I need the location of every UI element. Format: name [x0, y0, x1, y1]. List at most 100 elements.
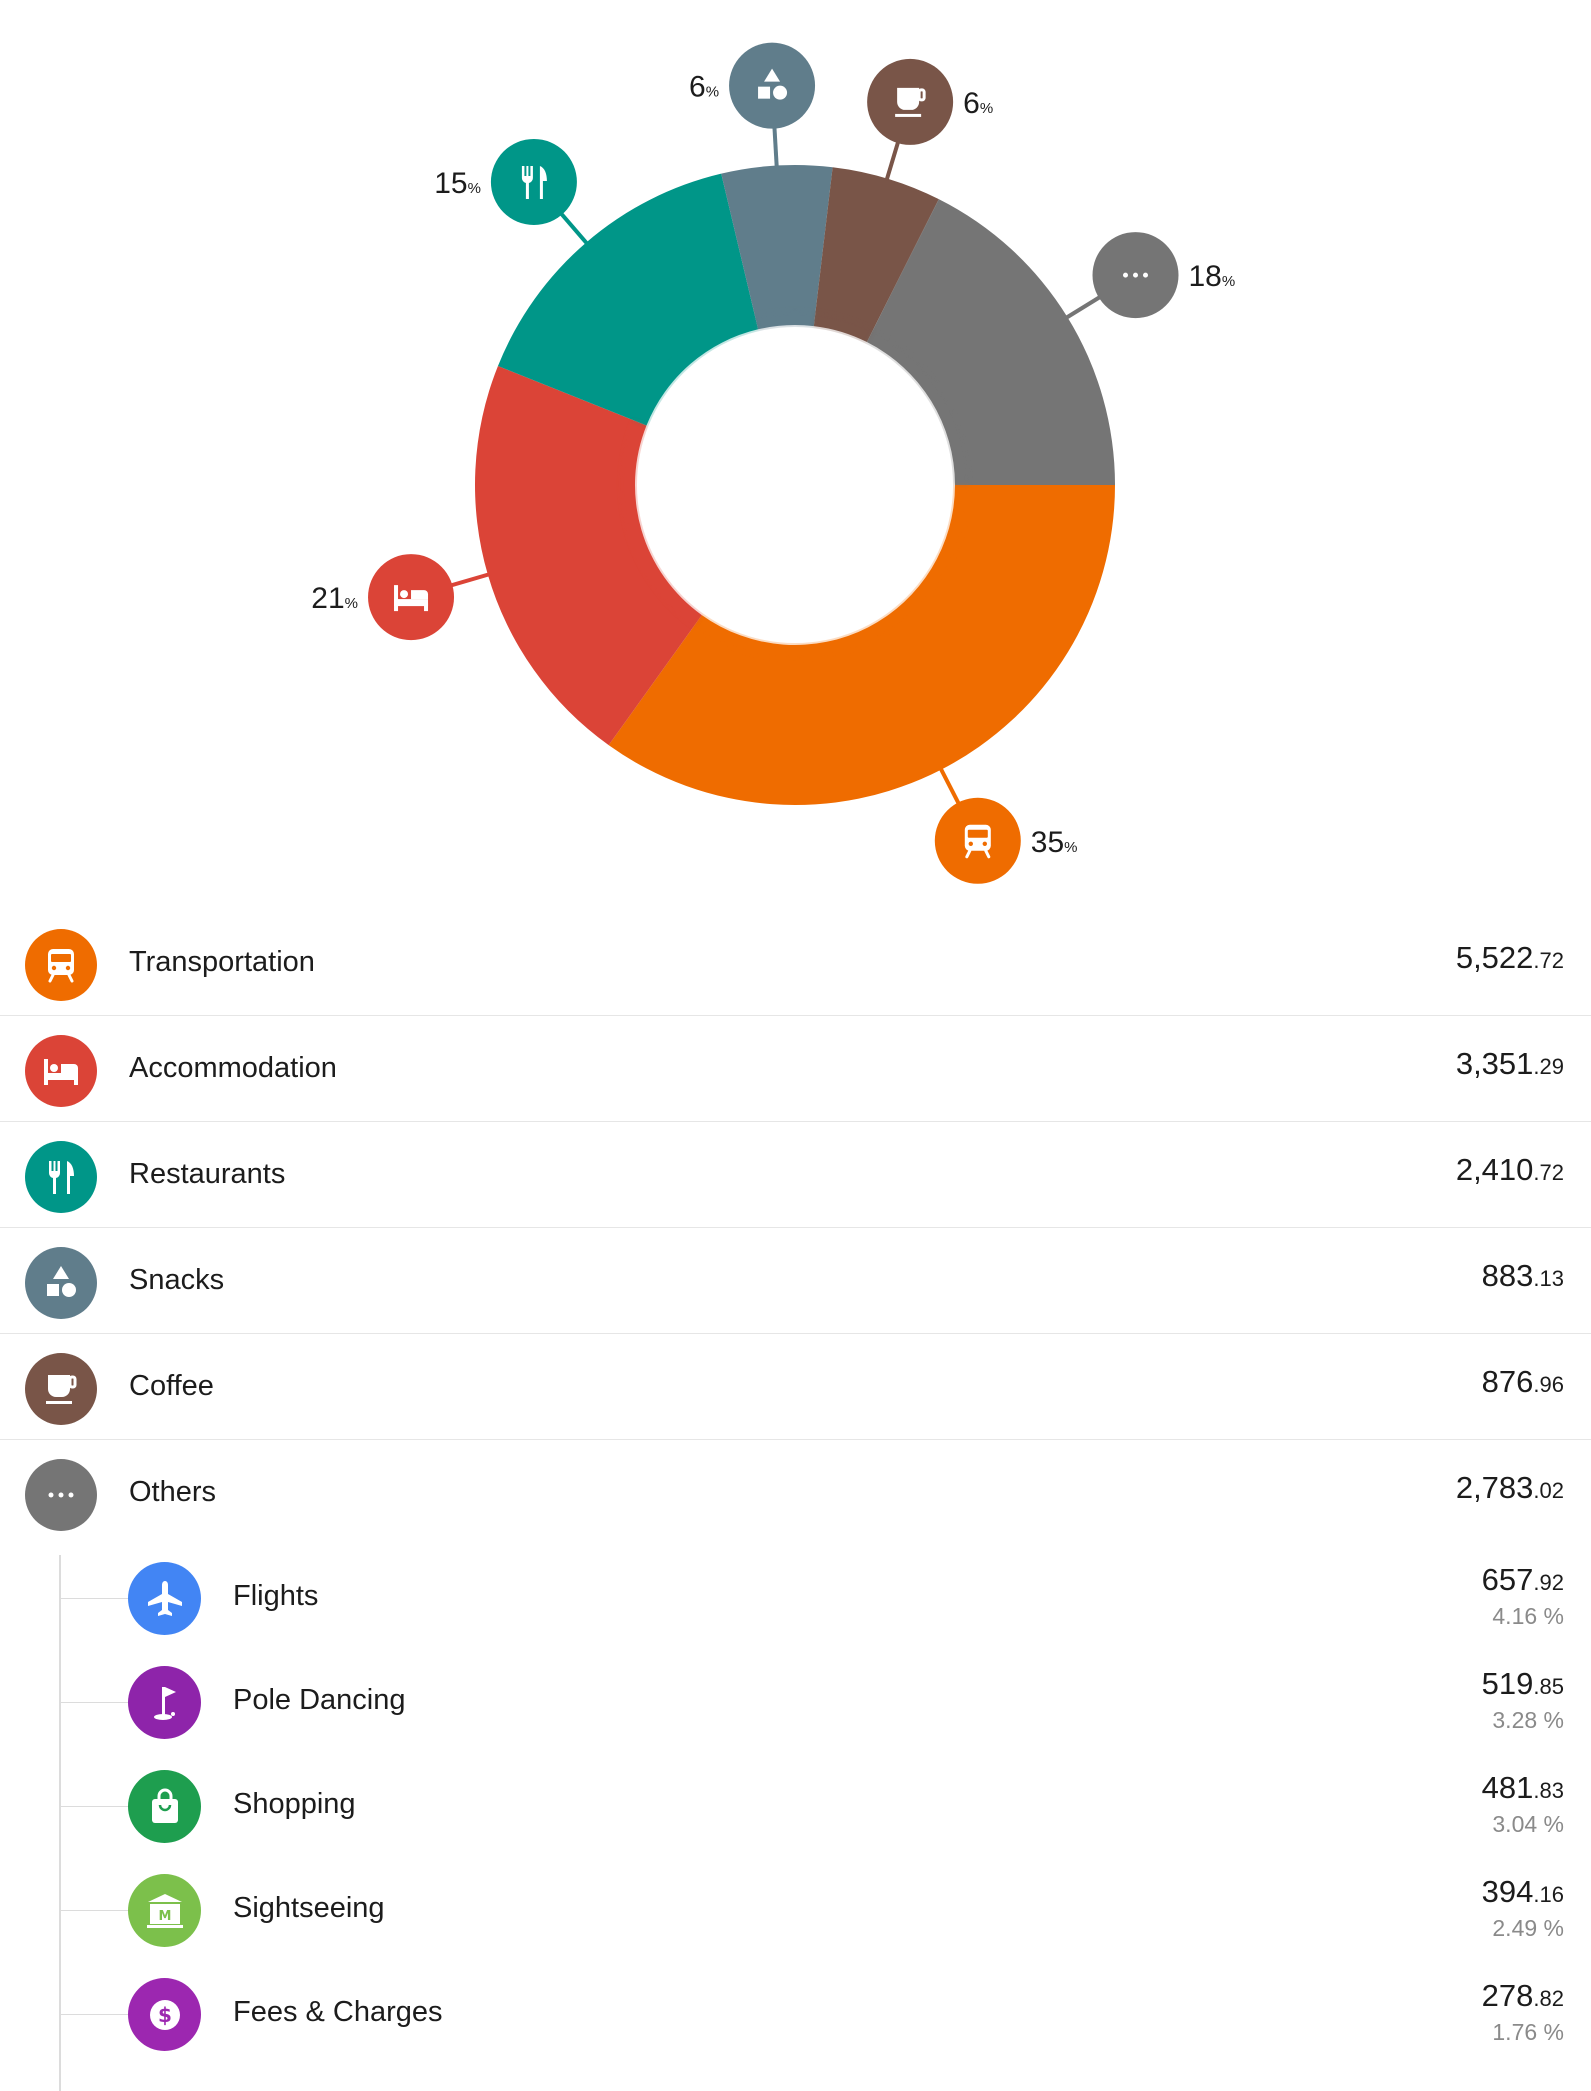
- fork-knife-icon: [521, 165, 547, 199]
- shopping-bag-icon: [128, 1770, 201, 1843]
- amount-integer: 883: [1481, 1258, 1534, 1293]
- golf-flag-icon: [128, 1666, 201, 1739]
- tree-branch: [60, 1598, 128, 1599]
- category-row-restaurants[interactable]: Restaurants 2,410.72: [0, 1122, 1591, 1228]
- category-row-accommodation[interactable]: Accommodation 3,351.29: [0, 1016, 1591, 1122]
- percent-label-coffee: 6%: [963, 87, 993, 120]
- category-row-transportation[interactable]: Transportation 5,522.72: [0, 910, 1591, 1016]
- coffee-cup-icon: [25, 1353, 97, 1425]
- donut-svg: 35% 21% 15% 6% 6% 18%: [311, 42, 1236, 884]
- subcategory-amount: 394.16: [1482, 1874, 1564, 1910]
- row-divider: [0, 1227, 1591, 1228]
- donut-inner-ring-transportation: [693, 485, 969, 659]
- svg-text:$: $: [158, 2003, 172, 2027]
- callout-bubble-restaurants: [490, 138, 577, 225]
- category-amount: 3,351.29: [1456, 1046, 1564, 1082]
- amount-integer: 876: [1481, 1364, 1534, 1399]
- category-label: Restaurants: [129, 1158, 286, 1190]
- amount-decimal: .85: [1533, 1674, 1564, 1699]
- more-dots-icon: [1123, 272, 1149, 278]
- donut-slice-accommodation[interactable]: [475, 365, 702, 746]
- amount-integer: 519: [1481, 1666, 1534, 1701]
- donut-inner-ring-others: [865, 329, 969, 485]
- row-divider: [0, 1439, 1591, 1440]
- subcategory-label: Flights: [233, 1580, 319, 1612]
- category-amount: 5,522.72: [1456, 940, 1564, 976]
- amount-decimal: .72: [1533, 1160, 1564, 1185]
- donut-inner-ring-coffee: [813, 312, 874, 346]
- percent-label-snacks: 6%: [689, 71, 719, 104]
- subcategory-amount: 657.92: [1482, 1562, 1564, 1598]
- donut-hole: [637, 327, 953, 643]
- percent-label-transportation: 35%: [1031, 826, 1078, 859]
- category-label: Accommodation: [129, 1052, 337, 1084]
- amount-integer: 657: [1481, 1562, 1534, 1597]
- amount-decimal: .92: [1533, 1570, 1564, 1595]
- museum-icon: M: [128, 1874, 201, 1947]
- subcategory-label: Shopping: [233, 1788, 356, 1820]
- bed-icon: [25, 1035, 97, 1107]
- subcategory-percent: 2.49 %: [1492, 1915, 1564, 1941]
- category-label: Coffee: [129, 1370, 214, 1402]
- others-tree-line: [59, 1555, 61, 2091]
- amount-decimal: .13: [1533, 1266, 1564, 1291]
- bed-icon: [394, 585, 429, 612]
- subcategory-row-flights[interactable]: Flights 657.92 4.16 %: [0, 1546, 1591, 1650]
- amount-integer: 2,783: [1455, 1470, 1534, 1505]
- amount-decimal: .72: [1533, 948, 1564, 973]
- amount-decimal: .96: [1533, 1372, 1564, 1397]
- subcategory-percent: 3.28 %: [1492, 1707, 1564, 1733]
- amount-decimal: .16: [1533, 1882, 1564, 1907]
- percent-label-restaurants: 15%: [434, 167, 481, 200]
- coffee-cup-icon: [895, 87, 926, 117]
- callout-bubble-transportation: [934, 797, 1021, 884]
- subcategory-amount: 519.85: [1482, 1666, 1564, 1702]
- donut-slice-snacks[interactable]: [721, 165, 833, 330]
- fork-knife-icon: [25, 1141, 97, 1213]
- category-donut-chart: 35% 21% 15% 6% 6% 18%: [0, 0, 1591, 910]
- category-label: Transportation: [129, 946, 315, 978]
- amount-decimal: .82: [1533, 1986, 1564, 2011]
- subcategory-row-fees-charges[interactable]: $ Fees & Charges 278.82 1.76 %: [0, 1962, 1591, 2066]
- callout-bubble-others: [1092, 232, 1179, 319]
- shapes-icon: [25, 1247, 97, 1319]
- donut-slice-restaurants[interactable]: [497, 173, 759, 426]
- subcategory-row-shopping[interactable]: Shopping 481.83 3.04 %: [0, 1754, 1591, 1858]
- bus-icon: [964, 824, 991, 859]
- subcategory-percent: 1.76 %: [1492, 2019, 1564, 2045]
- tree-branch: [60, 1910, 128, 1911]
- subcategory-amount: 481.83: [1482, 1770, 1564, 1806]
- dollar-coin-icon: $: [128, 1978, 201, 2051]
- amount-integer: 2,410: [1455, 1152, 1534, 1187]
- subcategory-label: Sightseeing: [233, 1892, 385, 1924]
- category-amount: 2,410.72: [1456, 1152, 1564, 1188]
- subcategory-row-sightseeing[interactable]: M Sightseeing 394.16 2.49 %: [0, 1858, 1591, 1962]
- shapes-icon: [758, 68, 788, 100]
- amount-integer: 5,522: [1455, 940, 1534, 975]
- category-label: Others: [129, 1476, 217, 1508]
- callout-bubble-accommodation: [368, 554, 455, 641]
- donut-slice-others[interactable]: [866, 199, 1115, 486]
- row-divider: [0, 1333, 1591, 1334]
- svg-text:M: M: [158, 1909, 171, 1924]
- percent-label-others: 18%: [1189, 260, 1236, 293]
- donut-slice-coffee[interactable]: [813, 167, 939, 343]
- row-divider: [0, 1015, 1591, 1016]
- tree-branch: [60, 1806, 128, 1807]
- row-divider: [0, 1121, 1591, 1122]
- tree-branch: [60, 1702, 128, 1703]
- subcategory-label: Pole Dancing: [233, 1684, 406, 1716]
- amount-integer: 394: [1481, 1874, 1534, 1909]
- category-row-others[interactable]: Others 2,783.02: [0, 1440, 1591, 1546]
- callout-bubble-coffee: [867, 58, 954, 145]
- amount-integer: 481: [1481, 1770, 1534, 1805]
- subcategory-label: Fees & Charges: [233, 1996, 443, 2028]
- subcategory-amount: 278.82: [1482, 1978, 1564, 2014]
- amount-decimal: .02: [1533, 1478, 1564, 1503]
- callout-bubble-snacks: [729, 42, 816, 129]
- category-row-snacks[interactable]: Snacks 883.13: [0, 1228, 1591, 1334]
- category-amount: 883.13: [1482, 1258, 1564, 1294]
- category-row-coffee[interactable]: Coffee 876.96: [0, 1334, 1591, 1440]
- subcategory-row-pole-dancing[interactable]: Pole Dancing 519.85 3.28 %: [0, 1650, 1591, 1754]
- amount-decimal: .29: [1533, 1054, 1564, 1079]
